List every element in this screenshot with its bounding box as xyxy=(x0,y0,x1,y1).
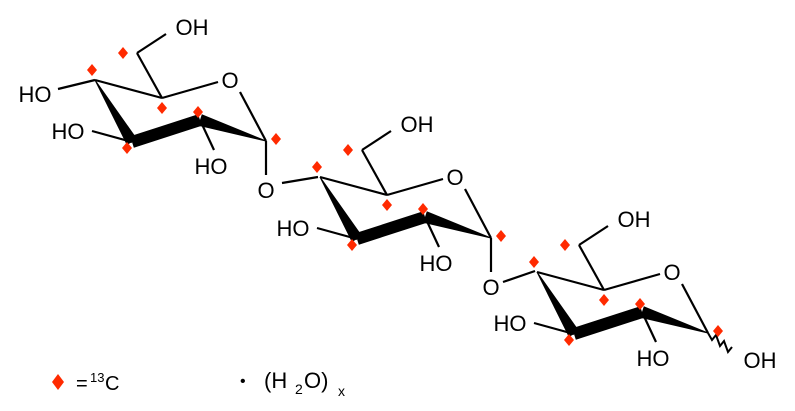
red-diamond-icon xyxy=(87,64,97,76)
unit-1-bond-c5-c6 xyxy=(136,52,163,99)
red-diamond-icon xyxy=(271,133,281,145)
red-diamond-icon xyxy=(347,239,357,251)
red-diamond-icon xyxy=(382,199,392,211)
unit-1-c6-hydroxyl: OH xyxy=(176,15,209,40)
legend-hydrate-open: (H xyxy=(264,368,287,393)
unit-3-c2-hydroxyl: HO xyxy=(637,346,670,371)
red-diamond-icon xyxy=(122,142,132,154)
unit-1-c4-hydroxyl: HO xyxy=(19,82,52,107)
legend-mass: 13 xyxy=(90,370,104,385)
red-diamond-icon xyxy=(52,374,64,390)
unit-2-bond-o-c1 xyxy=(464,188,492,239)
unit-3-bond-o-c1 xyxy=(681,283,709,334)
unit-1-glycosidic-oxygen: O xyxy=(257,178,274,203)
unit-1-wedge-c4-c3 xyxy=(94,79,138,146)
red-diamond-icon xyxy=(193,106,203,118)
unit-3-wedge-c2-c1 xyxy=(640,306,709,334)
legend-dot: • xyxy=(240,373,246,390)
unit-2-bond-c4-c5 xyxy=(319,175,388,197)
legend-element: C xyxy=(105,373,119,395)
unit-2-ring-oxygen: O xyxy=(446,165,463,190)
unit-2-bond-c6-o xyxy=(361,130,392,151)
unit-2-bond-c3-o xyxy=(316,226,358,241)
unit-1-bond-c4-c5 xyxy=(94,78,163,100)
unit-2-wedge-c4-c3 xyxy=(319,176,363,243)
unit-2-glycosidic-oxygen: O xyxy=(482,275,499,300)
red-diamond-icon xyxy=(564,334,574,346)
unit-3-bond-c2-o xyxy=(641,311,657,343)
red-diamond-icon xyxy=(418,203,428,215)
unit-1-bond-o-c1 xyxy=(239,91,267,142)
unit-3-ring-oxygen: O xyxy=(663,260,680,285)
unit-2-bond-c2-o xyxy=(424,216,440,248)
red-diamond-icon xyxy=(312,161,322,173)
red-diamond-icon xyxy=(496,230,506,242)
unit-1-wedge-c2-c1 xyxy=(198,114,267,142)
unit-3-bond-c5-o xyxy=(603,272,661,292)
unit-3-bond-c5-c6 xyxy=(578,244,605,291)
unit-1-bond-c4-o xyxy=(57,78,96,91)
unit-3-bold-c3-c2 xyxy=(572,306,644,340)
unit-2-c2-hydroxyl: HO xyxy=(420,251,453,276)
unit-1-ring-oxygen: O xyxy=(221,68,238,93)
red-diamond-icon xyxy=(560,239,570,251)
unit-1-c2-hydroxyl: HO xyxy=(195,154,228,179)
unit-2-bond-c5-c6 xyxy=(361,149,388,196)
red-diamond-icon xyxy=(635,298,645,310)
unit-2-c3-hydroxyl: HO xyxy=(277,216,310,241)
unit-2-wedge-c2-c1 xyxy=(423,211,492,239)
unit-2-c6-hydroxyl: OH xyxy=(401,112,434,137)
unit-1-bond-c5-o xyxy=(161,80,219,100)
unit-3-c6-hydroxyl: OH xyxy=(618,207,651,232)
red-diamond-icon xyxy=(157,102,167,114)
unit-3-wavy-bond xyxy=(707,332,733,355)
red-diamond-icon xyxy=(599,294,609,306)
unit-3-bond-c3-o xyxy=(533,321,575,336)
unit-1-bond-c3-o xyxy=(91,129,133,144)
unit-1-c3-hydroxyl: HO xyxy=(52,119,85,144)
legend: = 13 C • (H 2 O) x xyxy=(52,368,345,399)
unit-2-bold-c3-c2 xyxy=(355,211,427,245)
unit-3-anomeric-hydroxyl: OH xyxy=(744,348,777,373)
unit-1-bond-c6-o xyxy=(136,33,167,54)
glycosidic-bond-1 xyxy=(281,175,319,185)
legend-hydrate-x: x xyxy=(338,383,345,399)
unit-3-c3-hydroxyl: HO xyxy=(494,311,527,336)
unit-1-bond-c2-o xyxy=(199,119,215,151)
unit-3-bond-c6-o xyxy=(578,225,609,246)
unit-3-wedge-c4-c3 xyxy=(536,271,580,338)
bonds xyxy=(57,33,733,355)
glycosidic-bond-2 xyxy=(502,269,536,284)
legend-hydrate-sub: 2 xyxy=(295,381,303,397)
red-diamond-icon xyxy=(118,47,128,59)
red-diamond-icon xyxy=(529,256,539,268)
isotope-markers xyxy=(87,47,723,346)
legend-hydrate-close: O) xyxy=(304,368,328,393)
red-diamond-icon xyxy=(713,325,723,337)
unit-2-bond-c5-o xyxy=(386,177,444,197)
unit-3-bond-c4-c5 xyxy=(536,270,605,292)
legend-eq: = xyxy=(76,373,88,395)
red-diamond-icon xyxy=(343,144,353,156)
unit-1-bold-c3-c2 xyxy=(130,114,202,148)
